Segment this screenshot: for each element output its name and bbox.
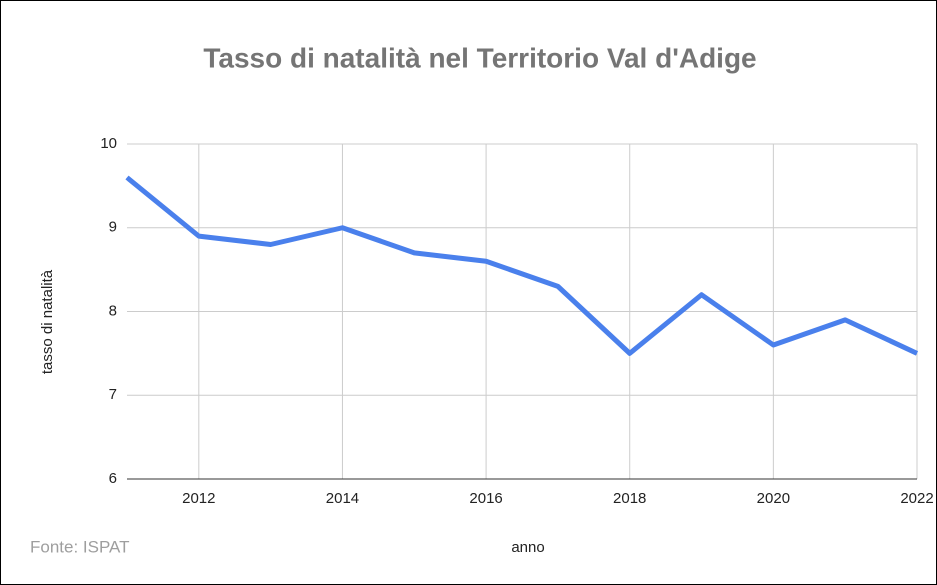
- x-tick-label: 2014: [326, 490, 359, 507]
- x-axis-label: anno: [511, 539, 544, 556]
- data-line: [125, 175, 919, 356]
- x-tick-label: 2018: [613, 490, 646, 507]
- x-tick-label: 2012: [182, 490, 215, 507]
- y-tick-label: 8: [109, 302, 117, 319]
- y-tick-label: 9: [109, 219, 117, 236]
- x-tick-label: 2020: [757, 490, 790, 507]
- x-tick-label: 2016: [469, 490, 502, 507]
- chart-title: Tasso di natalità nel Territorio Val d'A…: [203, 42, 756, 73]
- source-note: Fonte: ISPAT: [30, 537, 130, 556]
- y-tick-label: 6: [109, 470, 117, 487]
- x-tick-label: 2022: [900, 490, 933, 507]
- y-tick-label: 10: [100, 135, 117, 152]
- y-tick-label: 7: [109, 386, 117, 403]
- y-axis-label: tasso di natalità: [39, 269, 56, 374]
